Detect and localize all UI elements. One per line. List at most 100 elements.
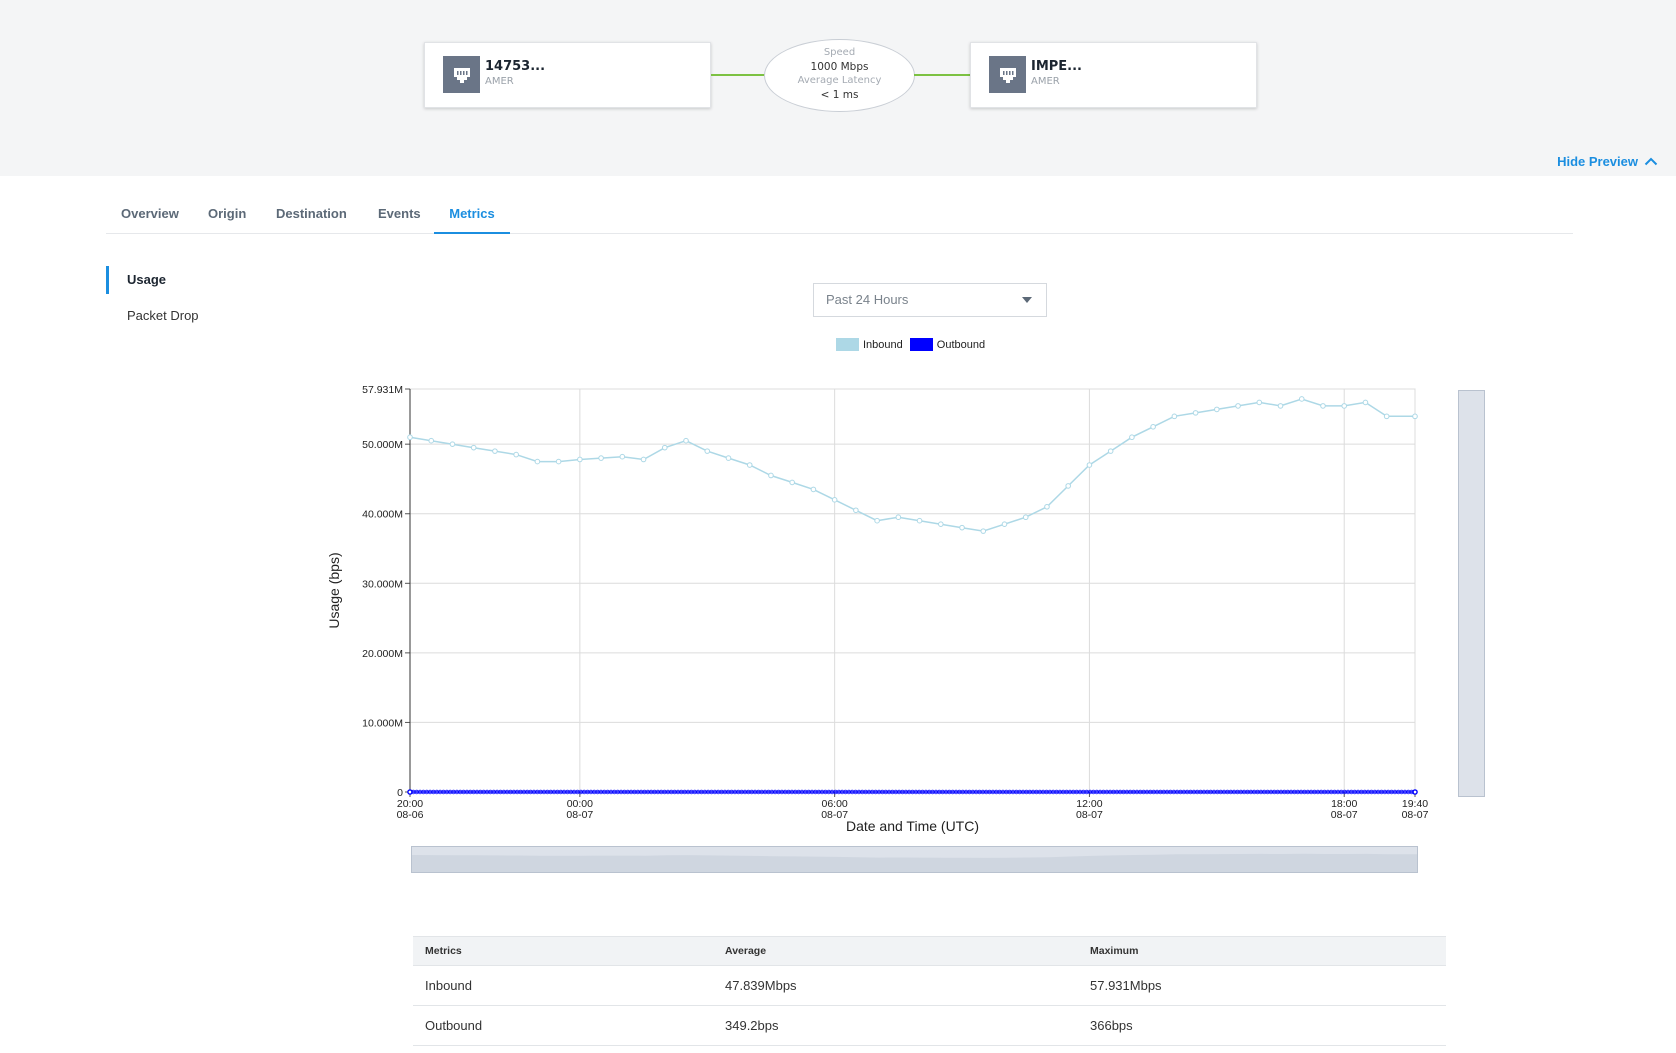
data-point xyxy=(874,517,880,524)
y-zoom-slider[interactable] xyxy=(1458,390,1485,797)
data-point xyxy=(959,524,965,531)
data-point xyxy=(704,448,711,454)
data-point xyxy=(598,455,604,461)
data-point xyxy=(1086,462,1093,468)
table-row: Outbound 349.2bps 366bps xyxy=(413,1005,1446,1046)
y-axis-label: Usage (bps) xyxy=(326,552,342,628)
series-inbound xyxy=(407,396,1418,534)
tab-metrics[interactable]: Metrics xyxy=(434,206,510,234)
tab-overview[interactable]: Overview xyxy=(121,206,179,221)
table-header-row: Metrics Average Maximum xyxy=(413,936,1446,966)
data-point xyxy=(725,455,732,461)
data-point xyxy=(683,437,689,444)
x-axis-label: Date and Time (UTC) xyxy=(846,818,979,834)
table-cell: 366bps xyxy=(1078,1005,1446,1046)
link-line-left xyxy=(711,74,765,76)
x-tick-label: 12:00 xyxy=(1076,798,1102,810)
data-point xyxy=(895,514,902,521)
data-point xyxy=(1412,789,1418,795)
data-point xyxy=(1214,406,1220,413)
data-point xyxy=(1341,403,1348,409)
latency-value: < 1 ms xyxy=(820,89,859,101)
x-tick-label: 19:40 xyxy=(1402,798,1428,810)
legend-label-outbound: Outbound xyxy=(936,338,986,351)
data-point xyxy=(768,472,774,479)
table-cell: 47.839Mbps xyxy=(713,965,1078,1006)
data-point xyxy=(1298,396,1305,402)
series-outbound xyxy=(407,789,1418,795)
overview-area xyxy=(412,853,1417,872)
time-range-value: Past 24 Hours xyxy=(826,292,909,307)
table-header-metrics: Metrics xyxy=(413,936,713,966)
data-point xyxy=(1044,503,1050,510)
table-header-maximum: Maximum xyxy=(1078,936,1446,966)
sidenav-item-usage[interactable]: Usage xyxy=(106,266,306,294)
plot-area xyxy=(409,388,1416,793)
destination-node-card[interactable]: IMPE... AMER xyxy=(970,42,1257,108)
legend-swatch-outbound xyxy=(909,338,933,351)
hide-preview-label: Hide Preview xyxy=(1557,154,1638,169)
data-point xyxy=(980,528,987,534)
data-point xyxy=(577,456,583,463)
detail-tabs: Overview Origin Destination Events Metri… xyxy=(106,198,1573,234)
data-point xyxy=(1412,413,1418,420)
x-tick-label: 20:00 xyxy=(397,798,423,810)
data-point xyxy=(555,458,562,465)
chart-legend: Inbound Outbound xyxy=(836,338,992,351)
data-point xyxy=(1235,403,1241,409)
origin-node-card[interactable]: 14753... AMER xyxy=(424,42,711,108)
speed-value: 1000 Mbps xyxy=(810,61,869,73)
data-point xyxy=(1150,423,1156,430)
data-point xyxy=(1065,483,1071,489)
data-point xyxy=(1362,399,1369,406)
data-point xyxy=(619,453,626,460)
x-tick-label: 06:00 xyxy=(822,798,848,810)
tab-events[interactable]: Events xyxy=(378,206,421,221)
data-point xyxy=(831,497,838,503)
data-point xyxy=(1171,413,1178,420)
ethernet-port-icon xyxy=(989,56,1026,93)
x-tick-label: 08-07 xyxy=(1331,809,1358,821)
table-cell: 57.931Mbps xyxy=(1078,965,1446,1006)
data-point xyxy=(1277,403,1284,409)
latency-label: Average Latency xyxy=(797,75,882,86)
link-info-ellipse[interactable]: Speed 1000 Mbps Average Latency < 1 ms xyxy=(764,39,915,112)
chevron-up-icon xyxy=(1644,154,1658,169)
sidenav-item-packet-drop[interactable]: Packet Drop xyxy=(127,308,199,323)
legend-label-inbound: Inbound xyxy=(863,338,903,351)
hide-preview-button[interactable]: Hide Preview xyxy=(1557,154,1658,169)
table-cell: Outbound xyxy=(413,1005,713,1046)
metrics-summary-table: Metrics Average Maximum Inbound 47.839Mb… xyxy=(413,936,1446,1046)
x-tick-label: 18:00 xyxy=(1331,798,1357,810)
tab-origin[interactable]: Origin xyxy=(208,206,247,221)
y-tick-label: 57.931M xyxy=(362,384,403,396)
data-point xyxy=(1256,399,1263,406)
time-range-select[interactable]: Past 24 Hours xyxy=(813,283,1047,317)
table-cell: 349.2bps xyxy=(713,1005,1078,1046)
metrics-sidenav: Usage Packet Drop xyxy=(106,266,306,330)
x-tick-label: 08-07 xyxy=(1402,809,1429,821)
data-point xyxy=(534,458,541,465)
data-point xyxy=(1192,410,1199,416)
legend-item-inbound[interactable]: Inbound xyxy=(836,338,903,351)
x-tick-label: 08-07 xyxy=(1076,809,1103,821)
x-zoom-overview xyxy=(412,853,1417,872)
caret-down-icon xyxy=(1022,297,1032,303)
data-point xyxy=(1022,514,1029,521)
data-point xyxy=(449,441,456,447)
legend-item-outbound[interactable]: Outbound xyxy=(909,338,986,351)
x-zoom-slider[interactable] xyxy=(411,846,1418,873)
series-line xyxy=(409,398,1415,532)
data-point xyxy=(810,486,817,493)
data-point xyxy=(492,448,498,454)
speed-label: Speed xyxy=(823,47,856,58)
y-tick-label: 10.000M xyxy=(362,717,403,729)
tab-destination[interactable]: Destination xyxy=(276,206,347,221)
data-point xyxy=(661,444,668,451)
data-point xyxy=(938,521,944,527)
data-point xyxy=(916,517,923,524)
data-point xyxy=(789,479,795,486)
legend-swatch-inbound xyxy=(836,338,859,351)
table-header-average: Average xyxy=(713,936,1078,966)
x-tick-label: 00:00 xyxy=(567,798,593,810)
